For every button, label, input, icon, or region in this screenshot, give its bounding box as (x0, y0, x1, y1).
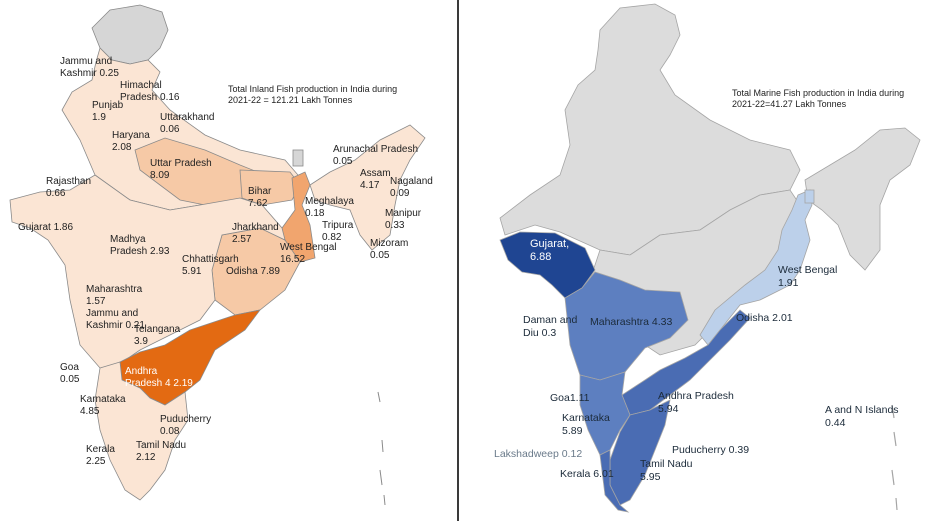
inland-label-mizoram: Mizoram 0.05 (370, 238, 409, 261)
inland-label-haryana: Haryana 2.08 (112, 130, 150, 153)
inland-label-chhattisgarh: Chhattisgarh 5.91 (182, 254, 239, 277)
marine-label-maharashtra: Maharashtra 4.33 (590, 316, 673, 328)
marine-label-andhra-pradesh: Andhra Pradesh 5.94 (658, 390, 734, 415)
inland-label-manipur: Manipur 0.33 (385, 208, 422, 231)
inland-region-west-bengal (281, 171, 316, 263)
marine-label-daman-diu: Daman and Diu 0.3 (523, 314, 578, 339)
inland-region-central (9, 174, 286, 369)
inland-andaman-islands (377, 391, 386, 506)
inland-label-andhra-pradesh: Andhra Pradesh 4 2.19 (125, 366, 193, 389)
inland-label-jammu-kashmir-south: Jammu and Kashmir 0.21 (86, 308, 145, 331)
marine-label-gujarat: Gujarat, 6.88 (530, 238, 570, 263)
marine-label-west-bengal: West Bengal 1.91 (778, 264, 838, 289)
marine-label-karnataka: Karnataka 5.89 (562, 412, 610, 437)
inland-label-uttarakhand: Uttarakhand 0.06 (160, 112, 215, 135)
inland-label-bihar: Bihar 7.62 (248, 186, 272, 209)
inland-label-gujarat: Gujarat 1.86 (18, 222, 74, 233)
inland-label-odisha: Odisha 7.89 (226, 266, 280, 277)
inland-label-kerala: Kerala 2.25 (86, 444, 115, 467)
marine-region-west-bengal (699, 189, 813, 346)
inland-label-telangana: Telangana 3.9 (134, 324, 181, 347)
inland-map-panel: Total Inland Fish production in India du… (0, 0, 457, 521)
marine-label-lakshadweep: Lakshadweep 0.12 (494, 448, 583, 460)
panel-divider (457, 0, 459, 521)
inland-label-himachal-pradesh: Himachal Pradesh 0.16 (120, 80, 180, 103)
marine-label-an-islands: A and N Islands 0.44 (825, 404, 899, 429)
marine-title: Total Marine Fish production in India du… (732, 88, 905, 109)
inland-region-south (94, 361, 189, 501)
inland-label-goa: Goa 0.05 (60, 362, 80, 385)
marine-label-kerala: Kerala 6.01 (560, 468, 614, 480)
inland-label-rajasthan: Rajasthan 0.66 (46, 176, 92, 199)
marine-map-svg (499, 3, 921, 513)
inland-label-west-bengal: West Bengal 16.52 (280, 242, 337, 265)
marine-andaman-islands (891, 404, 898, 511)
inland-region-sikkim (292, 149, 304, 167)
inland-title: Total Inland Fish production in India du… (228, 84, 398, 105)
marine-label-puducherry: Puducherry 0.39 (672, 444, 750, 456)
marine-region-karnataka (579, 371, 631, 456)
inland-label-puducherry: Puducherry 0.08 (160, 414, 212, 437)
inland-label-jharkhand: Jharkhand 2.57 (232, 222, 279, 245)
inland-label-tripura: Tripura 0.82 (322, 220, 354, 243)
inland-label-karnataka: Karnataka 4.85 (80, 394, 126, 417)
inland-label-madhya-pradesh: Madhya Pradesh 2.93 (110, 234, 170, 257)
marine-label-odisha: Odisha 2.01 (736, 312, 793, 324)
marine-label-goa: Goa1.11 (550, 392, 590, 404)
marine-label-tamil-nadu: Tamil Nadu 5.95 (640, 458, 693, 483)
marine-region-andhra-pradesh (621, 309, 751, 416)
inland-map-svg (9, 4, 426, 506)
marine-region-sikkim (804, 189, 815, 204)
inland-label-maharashtra: Maharashtra 1.57 (86, 284, 143, 307)
inland-label-jammu-kashmir-north: Jammu and Kashmir 0.25 (60, 56, 119, 79)
inland-region-bihar (239, 169, 301, 206)
marine-map-panel: Total Marine Fish production in India du… (460, 0, 940, 521)
inland-label-arunachal-pradesh: Arunachal Pradesh 0.05 (333, 144, 419, 167)
inland-label-nagaland: Nagaland 0.09 (390, 176, 433, 199)
inland-label-assam: Assam 4.17 (360, 168, 391, 191)
inland-label-punjab: Punjab 1.9 (92, 100, 124, 123)
marine-region-northeast (804, 127, 921, 271)
marine-region-tamil-nadu (609, 399, 671, 506)
inland-label-meghalaya: Meghalaya 0.18 (305, 196, 354, 219)
inland-region-northeast (309, 124, 426, 251)
inland-label-tamil-nadu: Tamil Nadu 2.12 (136, 440, 187, 463)
inland-label-uttar-pradesh: Uttar Pradesh 8.09 (150, 158, 212, 181)
marine-region-kerala (599, 449, 630, 513)
